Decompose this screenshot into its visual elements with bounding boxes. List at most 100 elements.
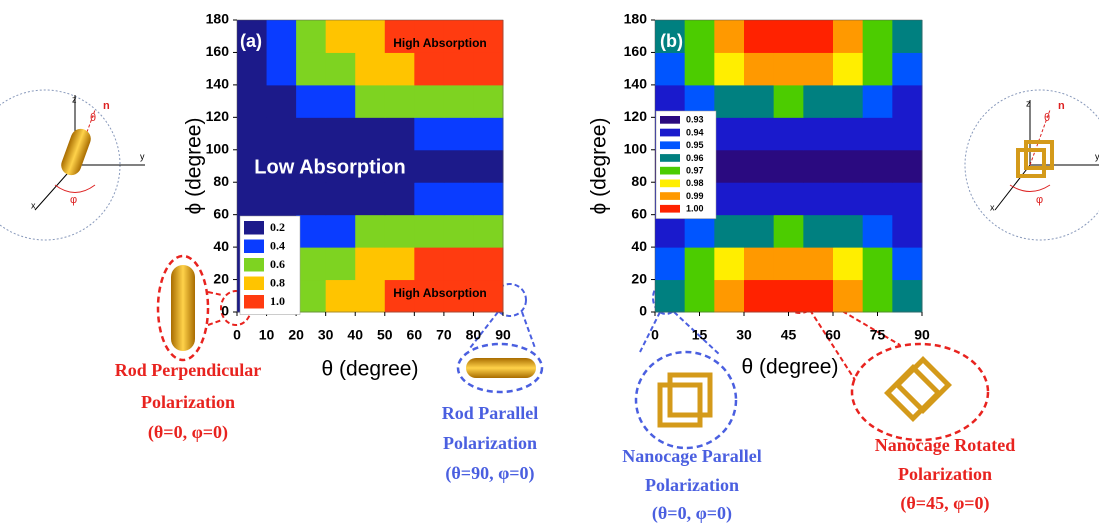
heat-cell xyxy=(863,85,893,118)
heat-cell xyxy=(355,52,385,85)
y-tick-label: 120 xyxy=(624,108,648,124)
caption: Nanocage Rotated xyxy=(875,435,1015,455)
heat-cell xyxy=(267,182,297,215)
heat-cell xyxy=(385,215,415,248)
heat-cell xyxy=(833,280,863,313)
y-axis-label: ϕ (degree) xyxy=(588,118,611,215)
heat-cell xyxy=(414,247,444,280)
inset-label: x xyxy=(990,202,995,212)
inset-label: z xyxy=(72,94,77,104)
y-tick-label: 20 xyxy=(631,270,647,286)
inset-label: φ xyxy=(70,194,77,206)
x-tick-label: 40 xyxy=(347,327,363,343)
heat-cell xyxy=(296,182,326,215)
x-tick-label: 20 xyxy=(288,327,304,343)
heat-cell xyxy=(863,117,893,150)
heat-cell xyxy=(267,117,297,150)
heat-cell xyxy=(774,150,804,183)
heat-cell xyxy=(803,280,833,313)
heat-cell xyxy=(385,52,415,85)
legend-swatch xyxy=(244,277,264,291)
heat-cell xyxy=(414,182,444,215)
heat-cell xyxy=(444,247,474,280)
y-tick-label: 40 xyxy=(631,238,647,254)
inset-label: y xyxy=(140,151,145,161)
legend-swatch xyxy=(660,141,680,149)
heat-cell xyxy=(355,85,385,118)
heat-cell xyxy=(774,117,804,150)
y-tick-label: 20 xyxy=(213,270,229,286)
heat-cell xyxy=(326,182,356,215)
x-tick-label: 90 xyxy=(495,327,511,343)
heat-cell xyxy=(444,182,474,215)
heat-cell xyxy=(803,85,833,118)
heat-cell xyxy=(473,52,503,85)
y-tick-label: 180 xyxy=(624,11,648,27)
heat-cell xyxy=(685,52,715,85)
annotation: (b) xyxy=(660,31,683,51)
heat-cell xyxy=(833,117,863,150)
inset-label: x xyxy=(31,200,36,210)
legend-swatch xyxy=(660,154,680,162)
annotation: Low Absorption xyxy=(254,156,405,178)
heat-cell xyxy=(296,215,326,248)
heat-cell xyxy=(744,52,774,85)
heat-cell xyxy=(892,85,922,118)
heat-cell xyxy=(414,215,444,248)
heat-cell xyxy=(892,182,922,215)
heat-cell xyxy=(714,117,744,150)
inset-label: n xyxy=(103,100,110,112)
heat-cell xyxy=(714,247,744,280)
x-tick-label: 90 xyxy=(914,327,930,343)
heat-cell xyxy=(655,280,685,313)
heat-cell xyxy=(744,215,774,248)
heat-cell xyxy=(744,150,774,183)
heat-cell xyxy=(267,52,297,85)
heat-cell xyxy=(892,215,922,248)
heat-cell xyxy=(714,280,744,313)
inset-label: φ xyxy=(1036,194,1043,206)
heat-cell xyxy=(833,182,863,215)
heat-cell xyxy=(744,182,774,215)
heat-cell xyxy=(355,20,385,53)
heat-cell xyxy=(655,52,685,85)
y-tick-label: 180 xyxy=(206,11,230,27)
y-tick-label: 60 xyxy=(213,205,229,221)
caption: (θ=90, φ=0) xyxy=(445,463,534,484)
heat-cell xyxy=(833,215,863,248)
y-tick-label: 160 xyxy=(206,43,230,59)
heat-cell xyxy=(714,20,744,53)
x-axis-label: θ (degree) xyxy=(742,356,839,379)
heat-cell xyxy=(744,85,774,118)
heat-cell xyxy=(267,85,297,118)
heat-cell xyxy=(803,182,833,215)
legend-swatch xyxy=(244,295,264,309)
heat-cell xyxy=(833,52,863,85)
legend-swatch xyxy=(660,167,680,175)
heat-cell xyxy=(326,117,356,150)
heat-cell xyxy=(833,85,863,118)
legend-label: 0.93 xyxy=(686,115,704,125)
inset-label: θ xyxy=(90,112,96,124)
heat-cell xyxy=(685,20,715,53)
heat-cell xyxy=(385,247,415,280)
inset-label: y xyxy=(1095,151,1099,161)
heat-cell xyxy=(296,20,326,53)
heat-cell xyxy=(473,215,503,248)
heat-cell xyxy=(863,20,893,53)
x-tick-label: 80 xyxy=(466,327,482,343)
x-axis-label: θ (degree) xyxy=(322,358,419,381)
annotation: High Absorption xyxy=(393,36,487,50)
heat-cell xyxy=(774,247,804,280)
heat-cell xyxy=(714,215,744,248)
heat-cell xyxy=(473,247,503,280)
caption: (θ=0, φ=0) xyxy=(652,503,732,524)
heat-cell xyxy=(326,215,356,248)
heat-cell xyxy=(744,280,774,313)
x-tick-label: 0 xyxy=(651,327,659,343)
x-tick-label: 60 xyxy=(407,327,423,343)
heat-cell xyxy=(685,247,715,280)
heat-cell xyxy=(444,52,474,85)
y-tick-label: 0 xyxy=(221,303,229,319)
y-tick-label: 140 xyxy=(206,76,230,92)
